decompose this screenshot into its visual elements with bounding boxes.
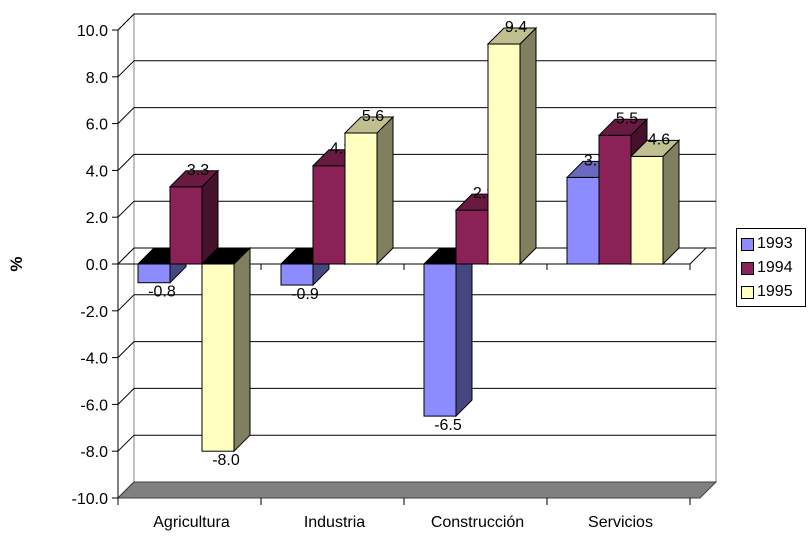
data-label: 5.5	[616, 110, 638, 127]
y-tick-label: 8.0	[86, 70, 108, 87]
bar	[487, 43, 521, 265]
bar-side	[376, 115, 394, 266]
gridline-side	[117, 294, 135, 312]
data-label: -0.9	[291, 286, 319, 303]
y-tick-label: 2.0	[86, 210, 108, 227]
y-tick-label: -10.0	[72, 491, 109, 508]
bar	[344, 132, 378, 265]
bar-top	[200, 247, 252, 265]
x-tick-label: Agricultura	[153, 514, 230, 531]
data-label: 3.3	[187, 162, 209, 179]
data-label: -8.0	[212, 452, 240, 469]
legend-swatch-1993	[741, 237, 754, 251]
gridline-side	[117, 107, 135, 124]
gridline-side	[117, 60, 135, 78]
y-tick-label: -2.0	[80, 304, 108, 321]
x-tick-label: Servicios	[588, 514, 653, 531]
x-axis-depth	[689, 247, 707, 265]
bar-top	[343, 116, 395, 134]
bar-top	[486, 27, 538, 45]
bar	[566, 176, 600, 265]
gridline-side	[117, 200, 135, 218]
legend-label-1995: 1995	[757, 283, 793, 300]
data-label: -6.5	[434, 417, 462, 434]
gridline-side	[117, 341, 135, 358]
bar-side	[662, 139, 680, 266]
y-tick-label: 6.0	[86, 117, 108, 134]
data-label: 5.6	[362, 108, 384, 125]
bar	[169, 186, 203, 265]
bar	[280, 263, 314, 286]
y-tick-label: -8.0	[80, 444, 108, 461]
legend-label-1994: 1994	[757, 259, 793, 276]
bar	[201, 263, 235, 452]
legend-swatch-1995	[741, 285, 754, 299]
bar-side	[233, 246, 251, 453]
y-tick-label: -6.0	[80, 397, 108, 414]
gridline-side	[117, 247, 135, 265]
legend: 1993 1994 1995	[736, 228, 806, 307]
x-tick-label: Industria	[304, 514, 365, 531]
y-tick-label: 0.0	[86, 257, 108, 274]
bar	[423, 263, 457, 417]
y-tick-label: 4.0	[86, 163, 108, 180]
gridline-side	[117, 388, 135, 405]
gridline-side	[117, 13, 135, 31]
x-tick-label: Construcción	[431, 514, 524, 531]
legend-item-1993: 1993	[741, 232, 801, 256]
bar	[630, 155, 664, 265]
bar-top	[168, 170, 220, 188]
data-label: 9.4	[505, 19, 527, 36]
legend-swatch-1994	[741, 261, 754, 275]
y-tick-label: 10.0	[77, 23, 108, 40]
bar-side	[455, 246, 473, 418]
bar	[137, 263, 171, 284]
bar-top	[597, 118, 649, 136]
legend-item-1994: 1994	[741, 256, 801, 280]
data-label: -0.8	[148, 284, 176, 301]
bar	[312, 165, 346, 265]
legend-item-1995: 1995	[741, 280, 801, 304]
bar-side	[519, 26, 537, 266]
y-axis-title: %	[7, 256, 26, 271]
y-tick-label: -4.0	[80, 351, 108, 368]
chart-floor	[116, 481, 718, 499]
bar	[455, 209, 489, 265]
gridline-side	[117, 434, 135, 452]
bar	[598, 134, 632, 265]
gridline-side	[117, 154, 135, 171]
data-label: 4.6	[648, 131, 670, 148]
bar-top	[629, 139, 681, 157]
legend-label-1993: 1993	[757, 235, 793, 252]
